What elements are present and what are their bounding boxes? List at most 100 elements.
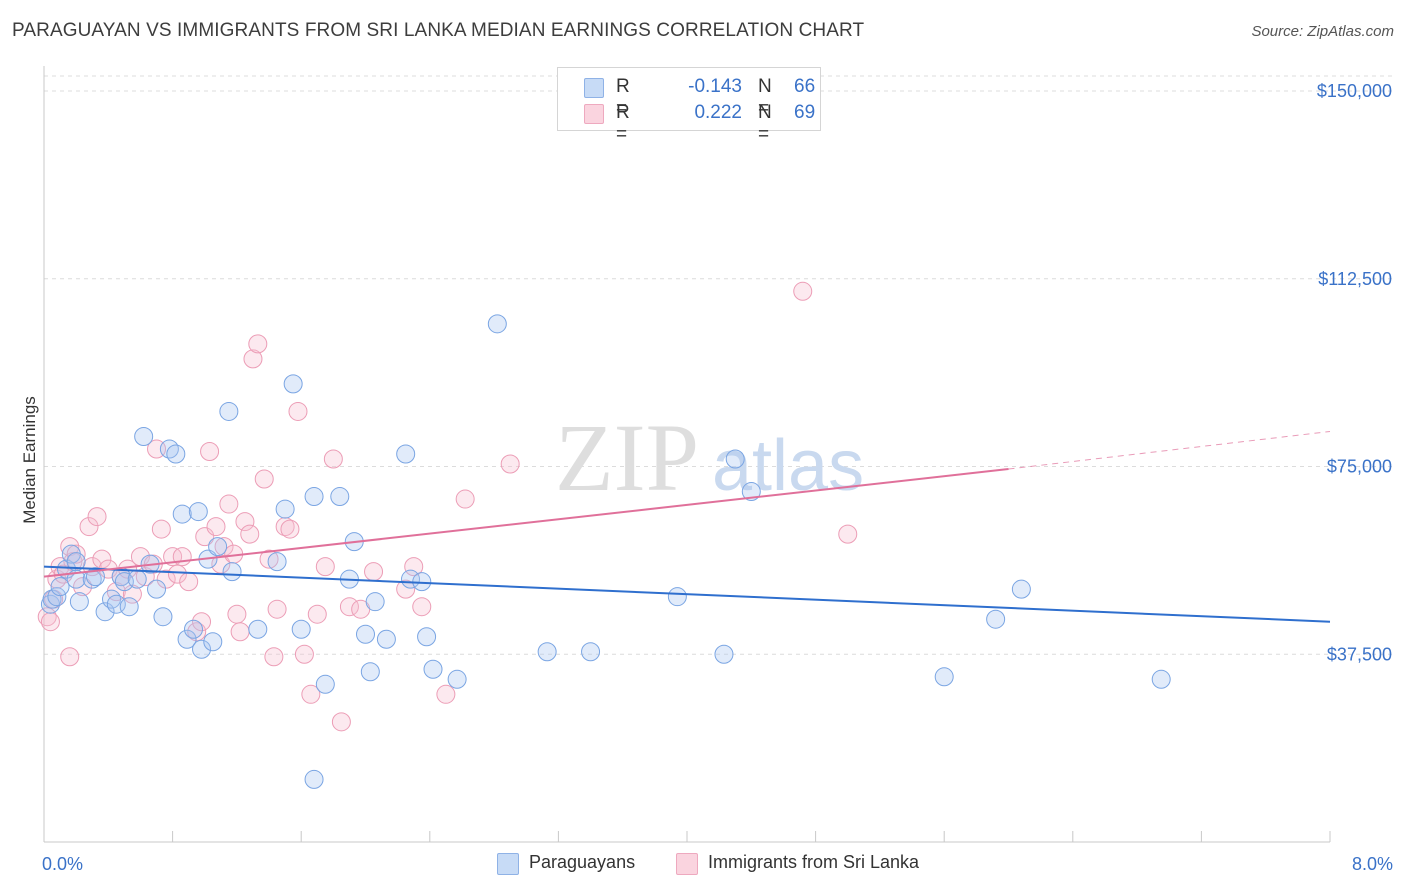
scatter-point-paraguayan <box>69 592 89 612</box>
scatter-point-paraguayan <box>159 439 179 459</box>
scatter-point-sri-lanka <box>73 577 93 597</box>
scatter-point-sri-lanka <box>793 281 813 301</box>
scatter-point-paraguayan <box>267 552 287 572</box>
scatter-point-sri-lanka <box>87 507 107 527</box>
scatter-point-sri-lanka <box>156 569 176 589</box>
scatter-point-paraguayan <box>667 587 687 607</box>
scatter-point-sri-lanka <box>455 489 475 509</box>
y-tick-label: $112,500 <box>1318 269 1392 289</box>
scatter-point-sri-lanka <box>259 549 279 569</box>
y-tick-label: $150,000 <box>1317 81 1392 101</box>
watermark: ZIP atlas <box>555 404 864 511</box>
scatter-point-sri-lanka <box>264 647 284 667</box>
legend-n-value: 69 <box>794 102 816 123</box>
scatter-point-paraguayan <box>283 374 303 394</box>
series-paraguayans <box>40 314 1171 789</box>
trend-lines <box>43 430 1331 623</box>
scatter-point-sri-lanka <box>307 604 327 624</box>
scatter-point-sri-lanka <box>500 454 520 474</box>
scatter-point-paraguayan <box>447 669 467 689</box>
x-tick-label: 8.0% <box>1352 854 1393 874</box>
bottom-legend-label: Paraguayans <box>529 852 636 872</box>
scatter-point-paraguayan <box>356 624 375 644</box>
scatter-point-sri-lanka <box>294 644 314 664</box>
legend-r-label: R = <box>616 102 630 145</box>
y-tick-label: $37,500 <box>1327 644 1392 664</box>
series-immigrants-from-sri-lanka <box>37 281 858 732</box>
legend-swatch-pink <box>584 104 604 124</box>
scatter-point-paraguayan <box>219 401 239 421</box>
scatter-point-sri-lanka <box>315 557 335 577</box>
scatter-point-sri-lanka <box>151 519 171 539</box>
scatter-point-sri-lanka <box>235 512 255 532</box>
legend-r-value: 0.222 <box>694 102 742 123</box>
scatter-point-paraguayan <box>119 597 139 617</box>
scatter-point-sri-lanka <box>200 441 220 461</box>
scatter-point-paraguayan <box>192 639 212 659</box>
trend-line-sri-lanka-extrapolated <box>1008 430 1331 470</box>
scatter-point-paraguayan <box>401 569 421 589</box>
scatter-point-paraguayan <box>222 562 242 582</box>
scatter-point-paraguayan <box>365 592 385 612</box>
scatter-point-sri-lanka <box>230 622 250 642</box>
correlation-legend: R = -0.143 N = 66 R = 0.222 N = 69 <box>557 67 821 145</box>
scatter-point-sri-lanka <box>37 607 57 627</box>
scatter-point-paraguayan <box>581 642 601 662</box>
axes <box>43 66 1331 843</box>
scatter-point-sri-lanka <box>66 544 86 564</box>
bottom-legend-swatch-pink <box>676 853 698 875</box>
scatter-point-paraguayan <box>203 632 223 652</box>
scatter-point-paraguayan <box>315 674 335 694</box>
scatter-point-sri-lanka <box>396 579 416 599</box>
scatter-point-sri-lanka <box>243 349 263 369</box>
scatter-point-sri-lanka <box>323 449 343 469</box>
x-tick-label: 0.0% <box>42 854 83 874</box>
scatter-point-paraguayan <box>50 577 70 597</box>
scatter-point-sri-lanka <box>280 519 300 539</box>
scatter-point-paraguayan <box>537 642 557 662</box>
scatter-point-paraguayan <box>714 644 734 664</box>
scatter-point-sri-lanka <box>227 604 247 624</box>
scatter-point-paraguayan <box>1151 669 1171 689</box>
legend-r-label: R = <box>616 76 630 119</box>
trend-line-paraguayans <box>43 565 1331 623</box>
scatter-point-sri-lanka <box>412 597 432 617</box>
scatter-point-paraguayan <box>208 537 228 557</box>
scatter-point-paraguayan <box>134 426 154 446</box>
scatter-point-sri-lanka <box>187 622 207 642</box>
scatter-point-paraguayan <box>172 504 192 524</box>
scatter-point-paraguayan <box>304 487 324 507</box>
scatter-point-sri-lanka <box>192 612 212 632</box>
scatter-point-sri-lanka <box>240 524 260 544</box>
scatter-point-paraguayan <box>248 619 268 639</box>
scatter-point-sri-lanka <box>179 572 199 592</box>
scatter-point-sri-lanka <box>364 562 384 582</box>
legend-n-label: N = <box>758 102 772 145</box>
scatter-point-sri-lanka <box>267 599 287 619</box>
legend-swatch-blue <box>584 78 604 98</box>
scatter-point-paraguayan <box>417 627 437 647</box>
scatter-point-paraguayan <box>127 569 147 589</box>
scatter-point-paraguayan <box>360 662 380 682</box>
scatter-point-sri-lanka <box>339 597 359 617</box>
chart-title: PARAGUAYAN VS IMMIGRANTS FROM SRI LANKA … <box>12 20 865 41</box>
bottom-legend-swatch-blue <box>497 853 519 875</box>
scatter-point-paraguayan <box>291 619 311 639</box>
trend-line-sri-lanka <box>43 468 1009 578</box>
scatter-point-paraguayan <box>95 602 115 622</box>
scatter-point-sri-lanka <box>404 557 424 577</box>
scatter-point-paraguayan <box>275 499 295 519</box>
scatter-point-sri-lanka <box>206 517 226 537</box>
scatter-point-paraguayan <box>82 569 102 589</box>
scatter-point-sri-lanka <box>838 524 858 544</box>
legend-n-value: 66 <box>794 76 816 97</box>
scatter-point-paraguayan <box>147 579 167 599</box>
legend-n-label: N = <box>758 76 772 119</box>
scatter-point-sri-lanka <box>167 564 187 584</box>
scatter-point-paraguayan <box>183 619 203 639</box>
scatter-point-paraguayan <box>153 607 173 627</box>
axis-labels: $37,500 $75,000 $112,500 $150,000 0.0% 8.0% Me… <box>20 81 1393 874</box>
scatter-point-paraguayan <box>725 449 745 469</box>
scatter-point-sri-lanka <box>60 647 80 667</box>
